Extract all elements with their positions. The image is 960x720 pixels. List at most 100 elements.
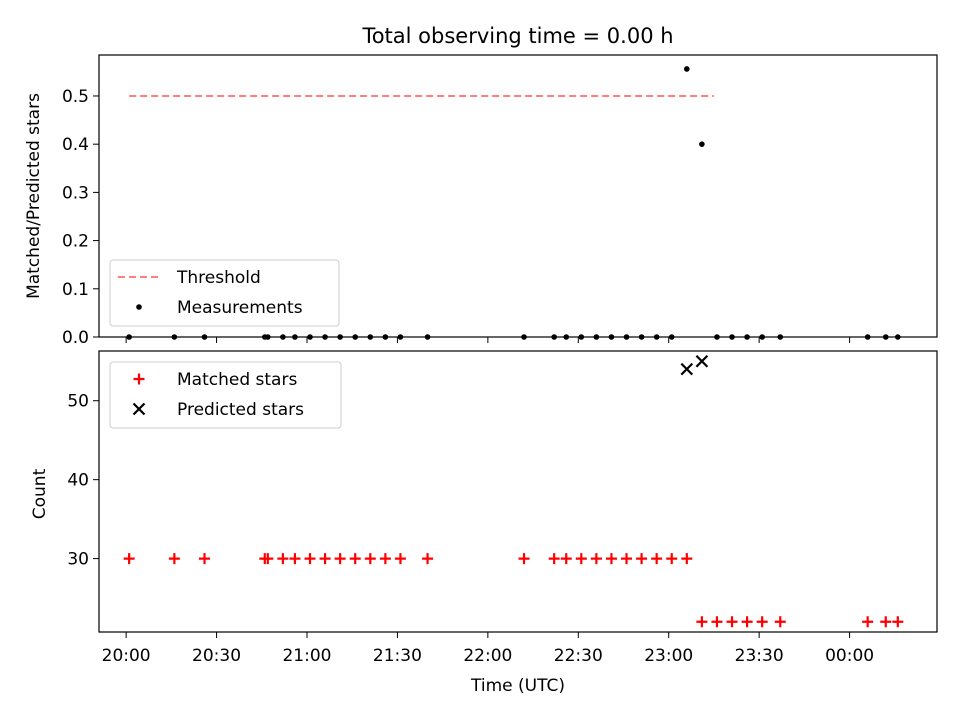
- measurement-point: [895, 334, 901, 340]
- bottom-y-tick-label: 50: [67, 392, 89, 412]
- legend-label: Matched stars: [177, 370, 297, 390]
- matched-star-point: [636, 553, 648, 565]
- measurement-point: [322, 334, 328, 340]
- x-tick-label: 20:30: [192, 646, 241, 666]
- x-tick-label: 22:00: [463, 646, 512, 666]
- legend-label: Threshold: [176, 268, 261, 288]
- top-y-tick-label: 0.2: [62, 232, 89, 252]
- x-tick-label: 23:00: [644, 646, 693, 666]
- x-tick-label: 20:00: [102, 646, 151, 666]
- measurement-point: [424, 334, 431, 340]
- matched-star-point: [756, 616, 768, 628]
- bottom-axes-frame: [98, 350, 938, 633]
- matched-star-point: [575, 553, 587, 565]
- matched-star-point: [422, 553, 434, 565]
- bottom-y-axis-label: Count: [30, 468, 50, 519]
- x-tick-label: 21:30: [373, 646, 422, 666]
- top-y-tick-label: 0.1: [62, 280, 89, 300]
- legend-label: Measurements: [177, 298, 303, 318]
- measurement-point: [578, 334, 585, 340]
- measurement-point: [864, 334, 871, 340]
- measurement-point: [126, 334, 132, 340]
- matched-star-point: [774, 616, 786, 628]
- matched-star-point: [681, 553, 693, 565]
- top-axes-frame: [98, 54, 938, 338]
- measurement-point: [382, 334, 389, 340]
- top-y-tick-label: 0.5: [62, 87, 89, 107]
- measurement-point: [699, 141, 705, 147]
- bottom-y-tick-label: 40: [67, 471, 89, 491]
- top-y-tick-label: 0.4: [62, 135, 89, 155]
- matched-star-point: [862, 616, 874, 628]
- measurement-point: [292, 334, 298, 340]
- legend-measurement-swatch: [136, 304, 142, 310]
- measurement-point: [307, 334, 313, 340]
- bottom-plot: 30 40 50 20:00 20:30 21:00 21:30 22:00 22:30 23:0…: [67, 350, 938, 666]
- measurement-point: [684, 66, 690, 72]
- predicted-star-point: [695, 354, 709, 368]
- measurement-point: [729, 334, 735, 340]
- matched-star-point: [277, 553, 289, 565]
- matched-star-point: [364, 553, 376, 565]
- matched-star-point: [379, 553, 391, 565]
- matched-star-point: [394, 553, 406, 565]
- legend-predicted-swatch: [132, 402, 146, 416]
- measurement-point: [201, 334, 208, 340]
- matched-star-point: [590, 553, 602, 565]
- matched-star-point: [711, 616, 723, 628]
- measurement-point: [280, 334, 286, 340]
- matched-star-point: [880, 616, 892, 628]
- predicted-star-point: [680, 362, 694, 376]
- matched-star-point: [199, 553, 211, 565]
- matched-star-point: [304, 553, 316, 565]
- matched-star-point: [518, 553, 530, 565]
- matched-star-point: [319, 553, 331, 565]
- matched-star-point: [892, 616, 904, 628]
- measurement-point: [563, 334, 570, 340]
- measurement-point: [608, 334, 615, 340]
- measurement-point: [521, 334, 527, 340]
- measurement-point: [397, 334, 404, 340]
- legend-matched-swatch: [133, 373, 145, 385]
- measurement-point: [623, 334, 630, 340]
- measurement-point: [551, 334, 557, 340]
- matched-star-point: [560, 553, 572, 565]
- chart-title: Total observing time = 0.00 h: [361, 24, 673, 48]
- legend-label: Predicted stars: [177, 400, 304, 420]
- matched-star-point: [123, 553, 135, 565]
- matched-star-point: [621, 553, 633, 565]
- measurement-point: [593, 334, 600, 340]
- matched-star-point: [168, 553, 180, 565]
- x-axis-label: Time (UTC): [470, 676, 565, 696]
- x-tick-label: 00:00: [825, 646, 874, 666]
- matched-star-point: [651, 553, 663, 565]
- measurement-point: [668, 334, 675, 340]
- matched-star-point: [605, 553, 617, 565]
- x-tick-label: 21:00: [282, 646, 331, 666]
- measurement-point: [337, 334, 343, 340]
- measurement-point: [759, 334, 765, 340]
- legend-box: [109, 361, 342, 429]
- measurement-point: [882, 334, 889, 340]
- legend-box: [109, 259, 340, 327]
- measurement-point: [777, 334, 784, 340]
- measurement-point: [714, 334, 720, 340]
- measurement-point: [171, 334, 178, 340]
- matched-star-point: [548, 553, 560, 565]
- matched-star-point: [741, 616, 753, 628]
- matched-star-point: [334, 553, 346, 565]
- matched-star-point: [666, 553, 678, 565]
- matched-star-point: [262, 553, 274, 565]
- x-tick-label: 23:30: [735, 646, 784, 666]
- bottom-y-tick-label: 30: [67, 550, 89, 570]
- measurement-point: [367, 334, 374, 340]
- top-y-axis-label: Matched/Predicted stars: [24, 93, 44, 299]
- measurement-point: [744, 334, 750, 340]
- matched-star-point: [349, 553, 361, 565]
- top-plot: 0.0 0.1 0.2 0.3 0.4 0.5: [62, 54, 938, 348]
- top-y-tick-label: 0.0: [62, 328, 89, 348]
- measurement-point: [352, 334, 359, 340]
- measurement-point: [265, 334, 271, 340]
- top-y-tick-label: 0.3: [62, 183, 89, 203]
